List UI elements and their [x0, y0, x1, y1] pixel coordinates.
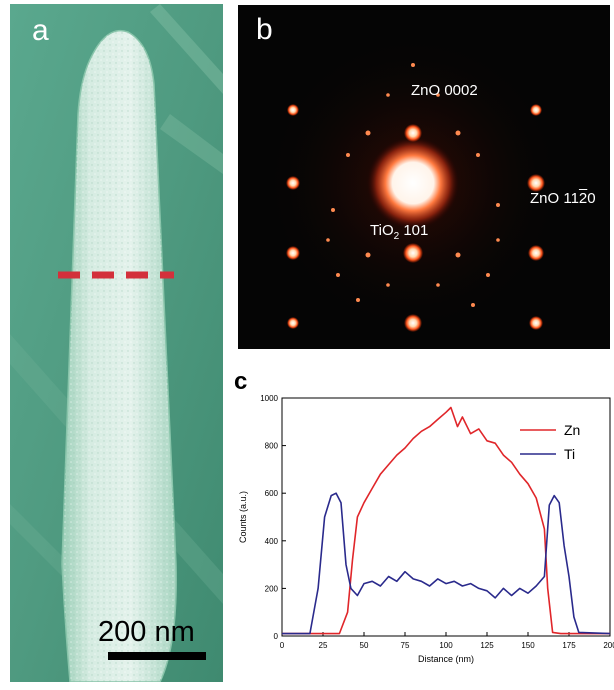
y-axis-title: Counts (a.u.) — [238, 491, 248, 543]
y-axis-ticks: 0 200 400 600 800 1000 — [260, 394, 286, 641]
panel-label-c: c — [234, 368, 248, 395]
x-tick-label-175: 175 — [562, 641, 576, 650]
scale-bar — [108, 652, 206, 660]
y-tick-label-1000: 1000 — [260, 394, 278, 403]
central-beam — [367, 137, 459, 229]
x-tick-label-200: 200 — [603, 641, 614, 650]
y-tick-label-400: 400 — [265, 537, 279, 546]
spot-label-zno-0002: ZnO 0002 — [411, 82, 478, 99]
diffraction-spots — [286, 63, 545, 332]
legend-label-ti: Ti — [564, 446, 575, 462]
x-tick-label-0: 0 — [280, 641, 285, 650]
zno-1120-prefix: ZnO 11 — [530, 190, 579, 207]
panel-c-line-scan-chart: 0 25 50 75 100 125 150 175 200 0 200 400 600 800 1000… — [228, 360, 614, 690]
zno-1120-bar: 2 — [578, 190, 588, 207]
x-tick-label-25: 25 — [319, 641, 328, 650]
legend-label-zn: Zn — [564, 422, 580, 438]
y-tick-label-800: 800 — [265, 442, 279, 451]
panel-b-diffraction-pattern: b ZnO 0002 ZnO 1120 TiO2 101 — [238, 5, 610, 349]
spot-label-zno-1120: ZnO 1120 — [530, 191, 596, 207]
series-layer — [282, 406, 611, 635]
plot-frame — [281, 397, 611, 637]
tio2-suffix: 101 — [399, 222, 429, 239]
x-tick-label-125: 125 — [480, 641, 494, 650]
y-tick-label-0: 0 — [274, 632, 279, 641]
line-scan-chart: 0 25 50 75 100 125 150 175 200 0 200 400 600 800 1000… — [238, 394, 614, 664]
series-line-zn — [282, 406, 610, 635]
panel-label-b: b — [256, 13, 273, 46]
x-tick-label-75: 75 — [401, 641, 410, 650]
series-line-ti — [282, 492, 611, 635]
spot-label-tio2-101: TiO2 101 — [370, 223, 428, 245]
x-tick-label-150: 150 — [521, 641, 535, 650]
panel-a-sem-image: a 200 nm — [10, 4, 223, 682]
legend: Zn Ti — [520, 422, 580, 462]
x-tick-label-50: 50 — [360, 641, 369, 650]
y-tick-label-600: 600 — [265, 489, 279, 498]
tio2-prefix: TiO — [370, 222, 394, 239]
panel-label-a: a — [32, 14, 49, 47]
x-axis-ticks: 0 25 50 75 100 125 150 175 200 — [280, 632, 614, 650]
scale-bar-label: 200 nm — [98, 616, 195, 648]
sem-image-drawing — [10, 4, 223, 682]
x-tick-label-100: 100 — [439, 641, 453, 650]
x-axis-title: Distance (nm) — [418, 654, 474, 664]
diffraction-drawing — [263, 33, 563, 333]
tio2-subscript: 2 — [393, 231, 400, 242]
zno-1120-suffix: 0 — [587, 190, 596, 207]
y-tick-label-200: 200 — [265, 584, 279, 593]
